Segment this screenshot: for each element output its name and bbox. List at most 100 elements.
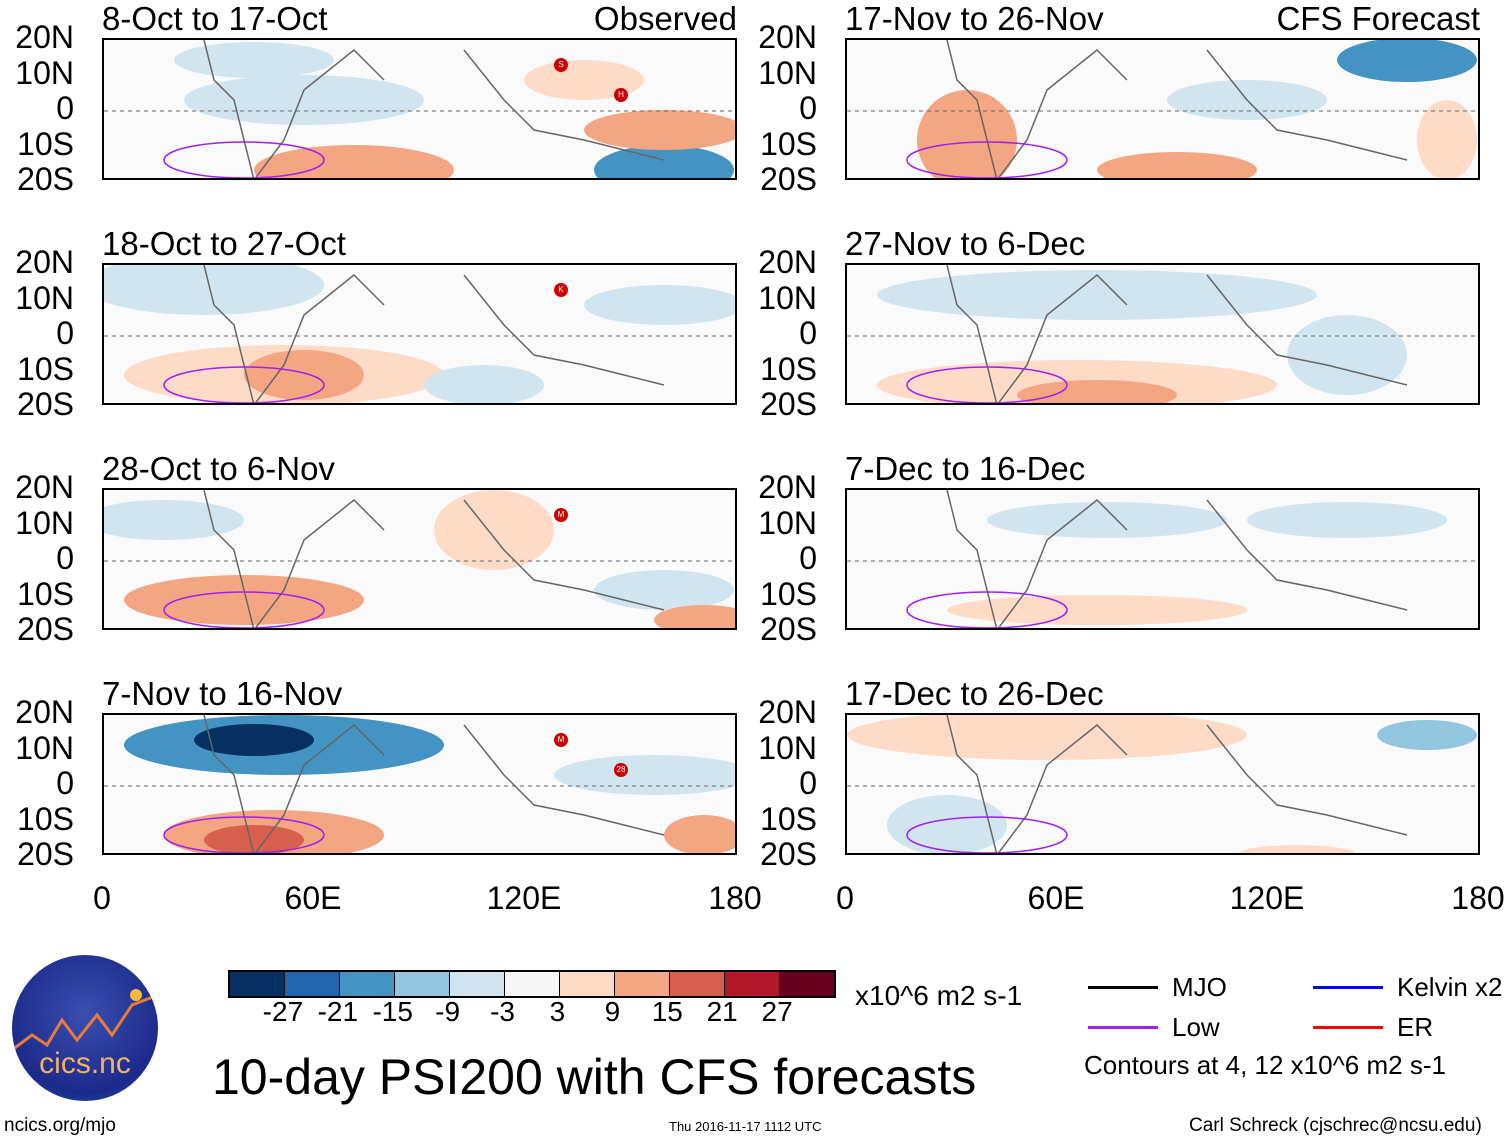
- anomaly-shading: [654, 605, 735, 628]
- lat-label: 20S: [17, 386, 74, 422]
- lat-label: 20S: [760, 611, 817, 647]
- map-panel: [845, 38, 1480, 180]
- panel-title: 17-Nov to 26-Nov: [845, 0, 1104, 37]
- panel-label: Observed: [593, 0, 737, 37]
- lat-label: 10S: [17, 800, 74, 837]
- lon-label: 60E: [1027, 880, 1085, 916]
- colorbar-swatch: [780, 972, 834, 996]
- low-contour: [906, 141, 1068, 178]
- mountain-icon: [12, 989, 158, 1052]
- map-panel: [845, 713, 1480, 855]
- lat-label: 0: [799, 315, 817, 351]
- anomaly-shading: [584, 285, 735, 325]
- anomaly-shading: [124, 575, 364, 625]
- legend-line: [1088, 1026, 1158, 1029]
- low-contour: [163, 366, 325, 403]
- anomaly-shading: [1287, 315, 1407, 395]
- coastline: [203, 490, 385, 628]
- coastline: [1206, 499, 1408, 611]
- author: Carl Schreck (cjschrec@ncsu.edu): [1189, 1115, 1482, 1136]
- footer-url[interactable]: ncics.org/mjo: [4, 1115, 116, 1136]
- map-panel: K: [102, 263, 737, 405]
- lat-label: 0: [56, 90, 74, 126]
- lat-label: 10S: [17, 125, 74, 162]
- legend-item: Kelvin x2: [1313, 972, 1503, 1003]
- lat-label: 20S: [760, 836, 817, 872]
- map-panel: M 28: [102, 713, 737, 855]
- panel-title: 28-Oct to 6-Nov: [102, 450, 335, 487]
- panel-title: 17-Dec to 26-Dec: [845, 675, 1104, 712]
- lon-label: 0: [93, 880, 111, 916]
- lat-label: 10N: [758, 504, 817, 541]
- colorbar-swatch: [615, 972, 670, 996]
- tropical-cyclone-marker: K: [554, 283, 568, 297]
- colorbar-swatch: [340, 972, 395, 996]
- colorbar: [228, 970, 836, 998]
- coastline: [946, 265, 1128, 403]
- tropical-cyclone-marker: M: [554, 733, 568, 747]
- colorbar-units: x10^6 m2 s-1: [855, 980, 1023, 1011]
- colorbar-swatch: [670, 972, 725, 996]
- panel-title: 27-Nov to 6-Dec: [845, 225, 1086, 262]
- lat-label: 20S: [17, 611, 74, 647]
- lat-label: 20S: [760, 161, 817, 197]
- colorbar-swatch: [560, 972, 615, 996]
- colorbar-tick: -27: [262, 996, 304, 1027]
- panel-label: CFS Forecast: [1276, 0, 1480, 37]
- cics-logo: cics.nc: [12, 955, 158, 1101]
- lat-label: 10S: [760, 575, 817, 612]
- lat-label: 10N: [15, 504, 74, 541]
- legend-item: Low: [1088, 1012, 1220, 1043]
- anomaly-shading: [1247, 502, 1447, 538]
- colorbar-swatch: [395, 972, 450, 996]
- colorbar-tick: 27: [761, 996, 793, 1027]
- legend-item: MJO: [1088, 972, 1227, 1003]
- tropical-cyclone-marker: H: [614, 88, 628, 102]
- lon-label: 120E: [486, 880, 562, 916]
- coastline: [463, 274, 665, 386]
- lat-label: 0: [56, 765, 74, 801]
- anomaly-shading: [434, 490, 554, 570]
- coastline: [1206, 724, 1408, 836]
- tropical-cyclone-marker: M: [554, 508, 568, 522]
- lat-label: 10S: [760, 800, 817, 837]
- low-contour: [906, 591, 1068, 628]
- lat-label: 20N: [758, 244, 817, 280]
- legend: MJO Kelvin x2 Low ER: [1088, 972, 1508, 1042]
- colorbar-tick: 3: [549, 996, 566, 1027]
- low-contour: [163, 591, 325, 628]
- anomaly-shading: [1017, 380, 1177, 403]
- anomaly-shading: [594, 570, 734, 610]
- colorbar-swatch: [725, 972, 780, 996]
- low-contour: [906, 816, 1068, 853]
- colorbar-tick: 15: [651, 996, 683, 1027]
- anomaly-shading: [424, 365, 544, 403]
- lon-label: 180: [708, 880, 762, 916]
- tropical-cyclone-marker: S: [554, 58, 568, 72]
- map-panel: [845, 263, 1480, 405]
- lat-label: 10S: [760, 350, 817, 387]
- lon-label: 0: [836, 880, 854, 916]
- lat-label: 20N: [15, 244, 74, 280]
- low-contour: [906, 366, 1068, 403]
- lat-label: 10S: [17, 575, 74, 612]
- contour-note: Contours at 4, 12 x10^6 m2 s-1: [1084, 1050, 1446, 1080]
- lat-label: 10N: [15, 729, 74, 766]
- lat-label: 20N: [15, 694, 74, 730]
- lat-label: 10N: [15, 279, 74, 316]
- panel-title: 7-Dec to 16-Dec: [845, 450, 1086, 487]
- lat-label: 20S: [17, 836, 74, 872]
- coastline: [203, 40, 385, 178]
- coastline: [1206, 49, 1408, 161]
- lat-label: 10S: [17, 350, 74, 387]
- anomaly-shading: [244, 350, 364, 400]
- anomaly-shading: [877, 270, 1317, 320]
- lat-label: 0: [56, 540, 74, 576]
- anomaly-shading: [987, 502, 1227, 538]
- coastline: [463, 499, 665, 611]
- colorbar-tick: -3: [490, 996, 515, 1027]
- legend-item: ER: [1313, 1012, 1433, 1043]
- lon-label: 180: [1451, 880, 1505, 916]
- low-contour: [163, 141, 325, 178]
- anomaly-shading: [887, 795, 1007, 853]
